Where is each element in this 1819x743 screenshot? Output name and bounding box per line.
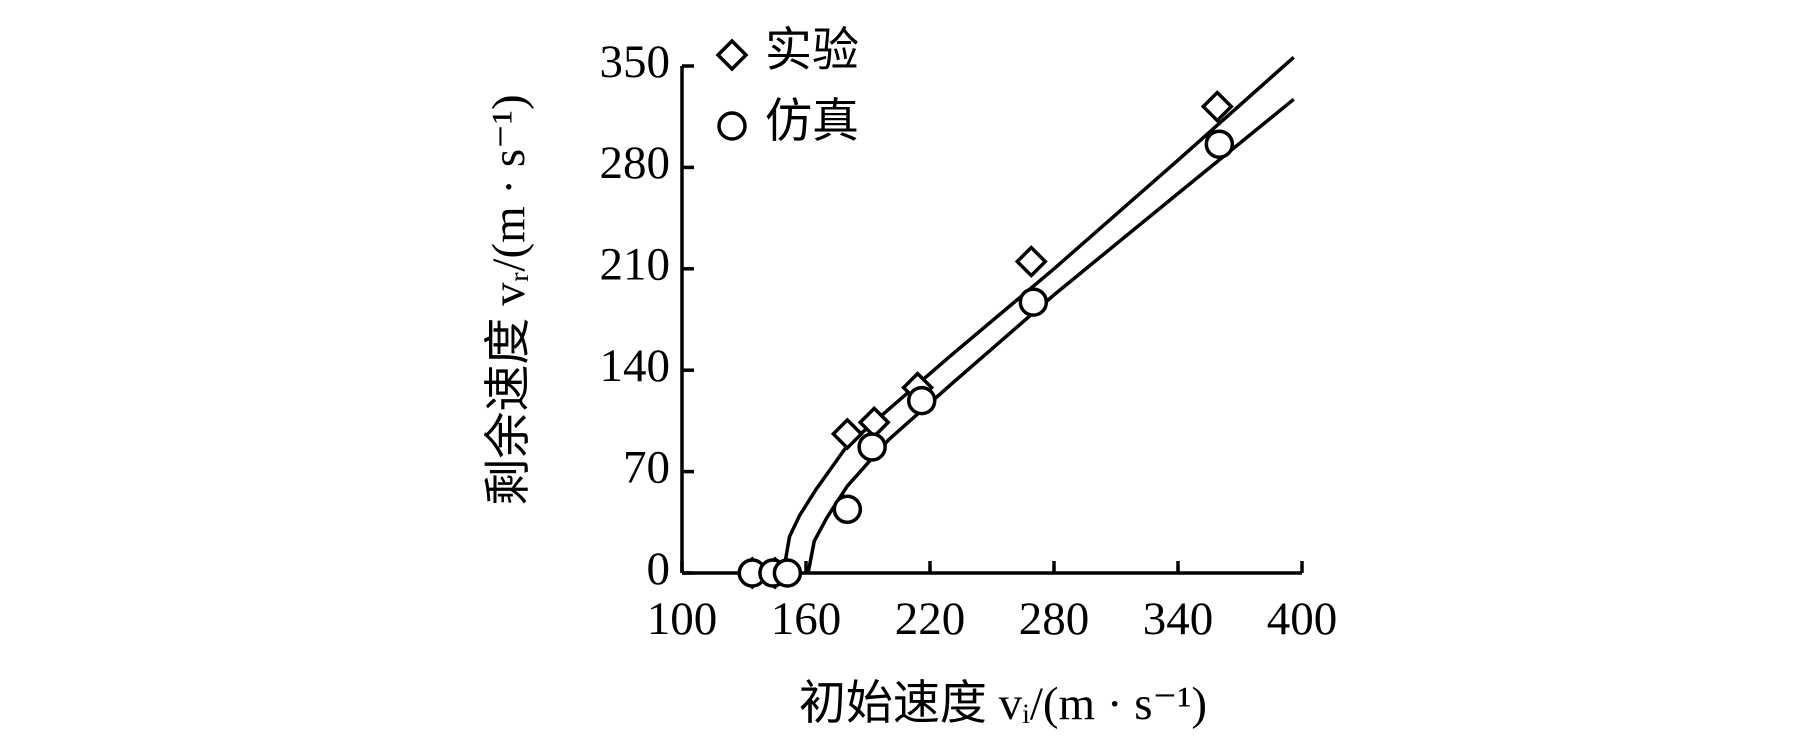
y-tick-label: 70 bbox=[623, 441, 670, 493]
x-tick-label: 220 bbox=[895, 593, 966, 645]
x-tick-label: 400 bbox=[1267, 593, 1338, 645]
legend-marker bbox=[717, 111, 747, 141]
y-tick-label: 210 bbox=[600, 239, 671, 291]
legend-label: 实验 bbox=[765, 25, 859, 77]
x-tick-label: 280 bbox=[1019, 593, 1090, 645]
circle-marker bbox=[772, 558, 803, 588]
circle-marker bbox=[832, 494, 863, 525]
y-tick-label: 280 bbox=[600, 137, 671, 189]
diamond-marker bbox=[1200, 90, 1234, 124]
y-tick-label: 350 bbox=[600, 36, 671, 88]
x-tick-label: 160 bbox=[771, 593, 842, 645]
y-axis-label: 剩余速度 vᵣ/(m · s⁻¹) bbox=[483, 94, 535, 505]
circle-marker bbox=[1204, 129, 1235, 159]
x-axis-label: 初始速度 vᵢ/(m · s⁻¹) bbox=[799, 678, 1207, 730]
diamond-marker bbox=[830, 417, 864, 451]
fit-curve bbox=[806, 97, 1295, 574]
circle-marker bbox=[906, 385, 937, 416]
circle-marker bbox=[857, 432, 887, 462]
x-tick-label: 100 bbox=[647, 593, 718, 645]
diamond-marker bbox=[1014, 245, 1048, 279]
y-tick-label: 140 bbox=[600, 340, 671, 392]
y-tick-label: 0 bbox=[647, 543, 671, 595]
x-tick-label: 340 bbox=[1143, 593, 1214, 645]
legend-marker bbox=[715, 38, 749, 72]
circle-marker bbox=[1018, 287, 1049, 317]
legend-label: 仿真 bbox=[765, 96, 859, 148]
